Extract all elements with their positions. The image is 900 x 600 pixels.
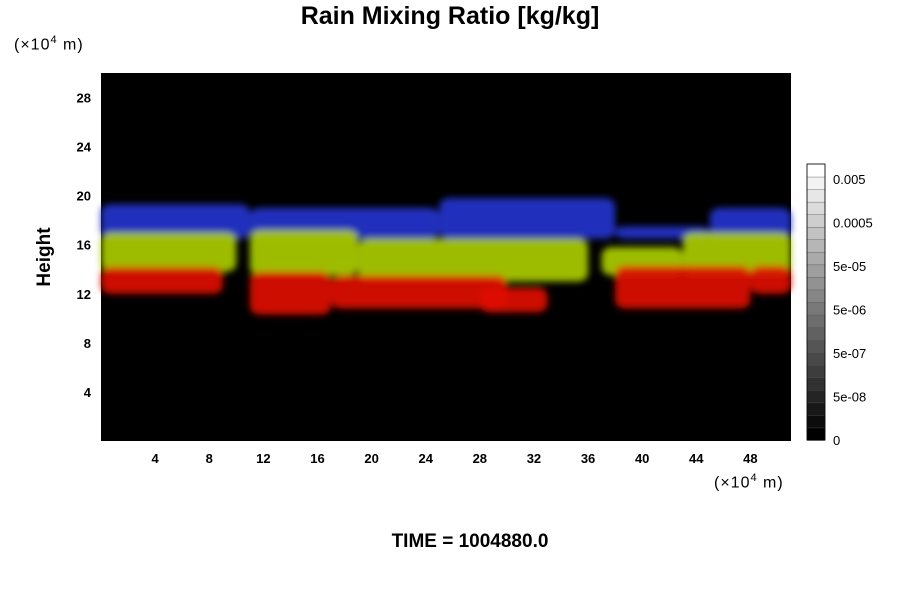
layer-2 xyxy=(101,265,791,315)
colorbar-label-4: 5e-07 xyxy=(833,346,866,361)
y-tick-4: 4 xyxy=(84,385,92,400)
layer-1-segment-1 xyxy=(249,230,359,276)
colorbar-step-10 xyxy=(806,301,826,316)
x-tick-32: 32 xyxy=(527,451,541,466)
layer-1 xyxy=(101,230,791,282)
colorbar-step-11 xyxy=(806,289,826,303)
layer-2-segment-2 xyxy=(331,275,507,309)
layer-2-segment-5 xyxy=(750,265,791,294)
colorbar-label-6: 0 xyxy=(833,433,840,448)
x-tick-12: 12 xyxy=(256,451,270,466)
x-tick-20: 20 xyxy=(364,451,378,466)
colorbar-step-14 xyxy=(806,251,826,266)
layer-2-segment-3 xyxy=(479,287,548,313)
x-tick-48: 48 xyxy=(743,451,757,466)
x-tick-44: 44 xyxy=(689,451,704,466)
colorbar-frame xyxy=(806,163,826,441)
y-tick-8: 8 xyxy=(84,336,91,351)
x-tick-28: 28 xyxy=(473,451,487,466)
colorbar xyxy=(806,163,826,441)
chart-title: Rain Mixing Ratio [kg/kg] xyxy=(300,2,600,30)
colorbar-step-13 xyxy=(806,264,826,278)
layer-0-segment-4 xyxy=(709,207,791,239)
colorbar-step-0 xyxy=(806,427,826,441)
layer-2-segment-1 xyxy=(249,271,331,315)
y-tick-20: 20 xyxy=(77,189,91,204)
colorbar-step-2 xyxy=(806,402,826,416)
colorbar-step-9 xyxy=(806,314,826,328)
colorbar-step-7 xyxy=(806,339,826,353)
x-tick-24: 24 xyxy=(418,451,433,466)
layer-2-segment-0 xyxy=(101,266,223,294)
x-tick-labels: 4 8 12 16 20 24 28 32 36 40 44 48 xyxy=(152,451,758,466)
x-unit-label: (×104 m) xyxy=(714,472,784,492)
x-tick-40: 40 xyxy=(635,451,649,466)
colorbar-label-2: 5e-05 xyxy=(833,259,866,274)
colorbar-step-8 xyxy=(806,326,826,341)
time-label: TIME = 1004880.0 xyxy=(391,531,549,552)
y-tick-12: 12 xyxy=(77,287,91,302)
colorbar-label-3: 5e-06 xyxy=(833,303,866,318)
x-tick-36: 36 xyxy=(581,451,595,466)
y-tick-16: 16 xyxy=(77,238,91,253)
layer-0-segment-0 xyxy=(101,204,250,239)
y-tick-28: 28 xyxy=(77,91,91,106)
colorbar-label-5: 5e-08 xyxy=(833,390,866,405)
y-tick-labels: 4 8 12 16 20 24 28 xyxy=(77,91,92,400)
colorbar-step-15 xyxy=(806,239,826,253)
layer-0 xyxy=(101,198,791,239)
colorbar-step-17 xyxy=(806,213,826,228)
colorbar-label-1: 0.0005 xyxy=(833,216,873,231)
colorbar-step-6 xyxy=(806,351,826,366)
field-layers xyxy=(101,198,791,315)
colorbar-step-18 xyxy=(806,201,826,215)
colorbar-step-16 xyxy=(806,226,826,240)
y-unit-label: (×104 m) xyxy=(14,34,84,54)
colorbar-step-1 xyxy=(806,414,826,429)
colorbar-step-4 xyxy=(806,377,826,391)
x-tick-4: 4 xyxy=(152,451,160,466)
x-tick-16: 16 xyxy=(310,451,324,466)
layer-2-segment-4 xyxy=(615,265,751,309)
colorbar-label-0: 0.005 xyxy=(833,172,866,187)
y-tick-24: 24 xyxy=(77,140,92,155)
layer-1-segment-2 xyxy=(358,238,589,282)
layer-1-segment-4 xyxy=(682,232,791,276)
layer-0-segment-2 xyxy=(439,198,616,239)
colorbar-step-21 xyxy=(806,163,826,178)
colorbar-step-20 xyxy=(806,176,826,190)
layer-1-segment-0 xyxy=(101,232,237,272)
colorbar-step-12 xyxy=(806,276,826,291)
colorbar-step-3 xyxy=(806,389,826,404)
colorbar-tick-labels: 0.005 0.0005 5e-05 5e-06 5e-07 5e-08 0 xyxy=(833,172,873,448)
colorbar-step-19 xyxy=(806,188,826,203)
colorbar-step-5 xyxy=(806,364,826,378)
x-tick-8: 8 xyxy=(206,451,213,466)
